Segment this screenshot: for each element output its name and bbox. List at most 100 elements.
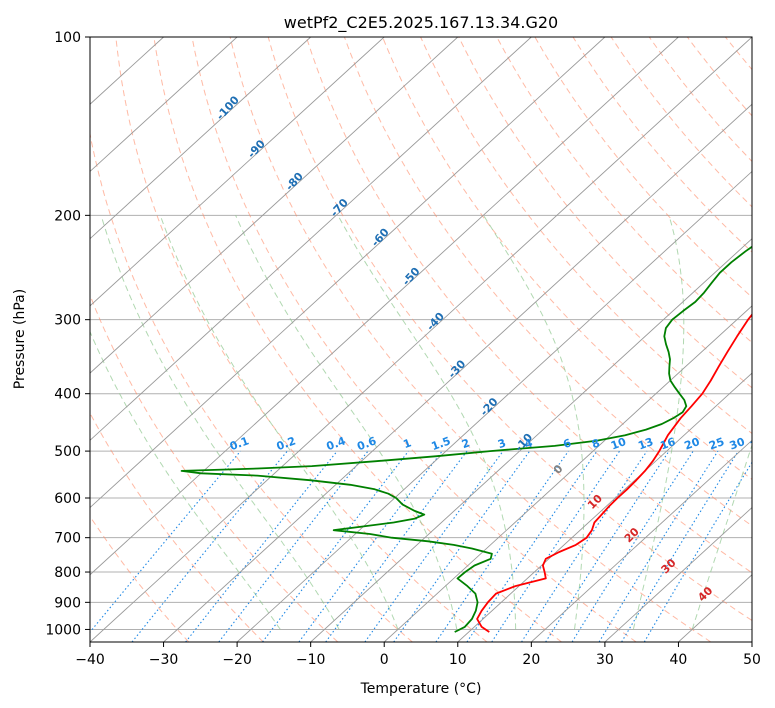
y-tick-label: 800 bbox=[54, 565, 81, 581]
x-tick-label: −30 bbox=[149, 652, 179, 668]
x-tick-label: 50 bbox=[743, 652, 761, 668]
isotherm-line bbox=[90, 37, 679, 576]
pressure-gridlines bbox=[90, 37, 752, 630]
mixing-ratio-label: 36 bbox=[748, 435, 767, 453]
isotherm-line bbox=[90, 37, 606, 509]
isotherm-line bbox=[90, 37, 312, 240]
mixing-ratio-label: 4 bbox=[523, 436, 535, 451]
moist-adiabat-line bbox=[632, 215, 685, 630]
temperature-profile-line bbox=[476, 313, 752, 633]
y-tick-label: 600 bbox=[54, 491, 81, 507]
y-tick-label: 400 bbox=[54, 387, 81, 403]
y-tick-label: 500 bbox=[54, 444, 81, 460]
dry-adiabats bbox=[90, 37, 775, 642]
x-axis-ticks: −40 −30 −20 −10 0 10 20 30 40 50 bbox=[75, 642, 761, 668]
mixing-ratio-line bbox=[621, 450, 739, 642]
y-tick-label: 300 bbox=[54, 313, 81, 329]
mixing-ratio-line bbox=[598, 450, 719, 642]
moist-adiabat-line bbox=[159, 215, 399, 630]
x-tick-label: −40 bbox=[75, 652, 105, 668]
y-tick-label: 1000 bbox=[45, 622, 81, 638]
dry-adiabat-line bbox=[90, 131, 413, 642]
mixing-ratio-line bbox=[364, 450, 504, 642]
mixing-ratio-label: 8 bbox=[590, 436, 602, 451]
mixing-ratio-line bbox=[571, 450, 694, 642]
mixing-ratio-label: 13 bbox=[636, 435, 655, 452]
mixing-ratio-line bbox=[545, 450, 670, 642]
x-tick-label: −10 bbox=[296, 652, 326, 668]
mixing-ratio-label: 10 bbox=[609, 435, 628, 453]
dry-adiabat-line bbox=[764, 37, 775, 642]
mixing-ratio-line bbox=[218, 450, 369, 642]
isotherm-line bbox=[751, 641, 752, 642]
isotherm-line bbox=[90, 37, 385, 307]
y-tick-label: 200 bbox=[54, 208, 81, 224]
mixing-ratio-line bbox=[643, 461, 752, 642]
moist-adiabat-line bbox=[483, 215, 585, 630]
mixing-ratio-line bbox=[435, 450, 569, 642]
dry-adiabat-line bbox=[115, 37, 488, 642]
dry-adiabat-line bbox=[90, 293, 339, 642]
sounding-profiles bbox=[180, 245, 752, 633]
mixing-ratio-label: 6 bbox=[561, 436, 573, 451]
mixing-ratio-label: 0.4 bbox=[325, 434, 348, 453]
y-axis-title: Pressure (hPa) bbox=[12, 289, 28, 389]
x-tick-label: 40 bbox=[670, 652, 688, 668]
dry-adiabat-line bbox=[648, 37, 752, 163]
moist-adiabats bbox=[90, 215, 752, 630]
y-tick-label: 100 bbox=[54, 30, 81, 46]
dry-adiabat-line bbox=[305, 37, 752, 574]
isotherm-line bbox=[457, 372, 752, 642]
y-axis-ticks: 100 200 300 400 500 600 700 800 900 1000 bbox=[45, 30, 90, 638]
y-tick-label: 700 bbox=[54, 531, 81, 547]
mixing-ratio-label: 0.2 bbox=[275, 434, 298, 453]
mixing-ratio-label: 0.1 bbox=[228, 434, 251, 453]
moist-adiabat-line bbox=[90, 330, 281, 630]
dry-adiabat-line bbox=[496, 37, 752, 344]
mixing-ratio-line bbox=[262, 450, 409, 642]
dry-adiabat-line bbox=[458, 37, 752, 389]
dry-adiabat-line bbox=[90, 412, 264, 642]
isotherm-line bbox=[90, 37, 459, 374]
x-tick-label: 0 bbox=[380, 652, 389, 668]
y-tick-label: 900 bbox=[54, 595, 81, 611]
x-axis-title: Temperature (°C) bbox=[360, 681, 482, 697]
isotherm-line bbox=[90, 37, 752, 642]
dry-adiabat-line bbox=[343, 37, 752, 527]
mixing-ratio-line bbox=[466, 450, 598, 642]
mixing-ratio-label: 30 bbox=[728, 435, 747, 453]
mixing-ratio-label: 20 bbox=[683, 435, 702, 453]
isotherm-line bbox=[383, 305, 752, 642]
mixing-ratio-label: 1.5 bbox=[430, 434, 453, 453]
chart-title: wetPf2_C2E5.2025.167.13.34.G20 bbox=[284, 13, 558, 33]
mixing-ratio-label: 16 bbox=[658, 435, 677, 453]
mixing-ratio-label: 2 bbox=[460, 436, 472, 451]
mixing-ratio-line bbox=[185, 450, 338, 642]
moist-adiabat-line bbox=[337, 215, 517, 630]
dry-adiabat-line bbox=[572, 37, 752, 253]
isotherm-line bbox=[163, 103, 752, 642]
isotherm-line bbox=[90, 37, 238, 173]
isotherm-line bbox=[604, 506, 752, 642]
dry-adiabat-line bbox=[229, 37, 712, 642]
mixing-ratio-line bbox=[90, 450, 241, 633]
moist-adiabat-line bbox=[100, 215, 340, 630]
dry-adiabat-line bbox=[191, 37, 637, 642]
mixing-ratio-line bbox=[131, 450, 288, 642]
x-tick-label: 10 bbox=[449, 652, 467, 668]
x-tick-label: 30 bbox=[596, 652, 614, 668]
dry-adiabat-line bbox=[153, 37, 562, 642]
mixing-ratio-label: 1 bbox=[402, 436, 414, 451]
mixing-ratio-label: 3 bbox=[496, 436, 508, 451]
x-tick-label: −20 bbox=[222, 652, 252, 668]
isotherm-line bbox=[530, 439, 752, 642]
mixing-ratio-label: 25 bbox=[707, 435, 726, 452]
plot-frame bbox=[89, 36, 753, 643]
dry-adiabat-line bbox=[420, 37, 752, 435]
dry-adiabat-line bbox=[534, 37, 752, 298]
x-tick-label: 20 bbox=[522, 652, 540, 668]
mixing-ratio-label: 0.6 bbox=[355, 434, 378, 453]
isotherm-line bbox=[236, 170, 752, 642]
dewpoint-profile-line bbox=[180, 245, 752, 633]
